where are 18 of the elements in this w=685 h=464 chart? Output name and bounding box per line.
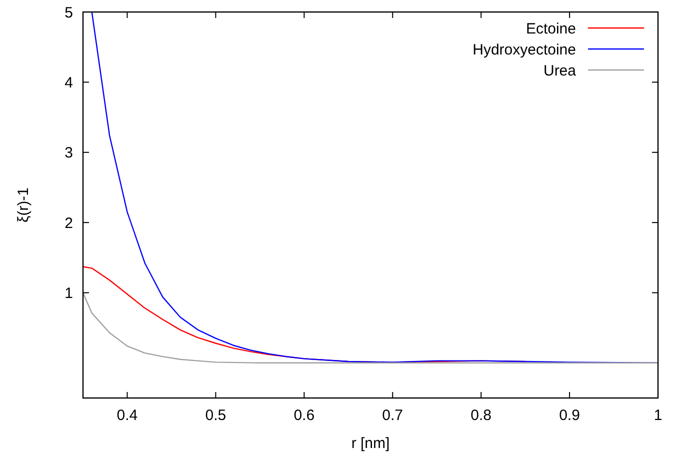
y-axis-title: ξ(r)-1 bbox=[15, 187, 32, 223]
y-tick-label: 5 bbox=[64, 4, 73, 22]
x-tick-label: 0.9 bbox=[559, 407, 580, 424]
y-tick-label: 2 bbox=[64, 214, 73, 232]
legend-label: Urea bbox=[543, 62, 577, 80]
x-tick-label: 0.6 bbox=[294, 407, 315, 424]
x-axis-title: r [nm] bbox=[351, 435, 390, 452]
y-tick-label: 3 bbox=[64, 144, 73, 162]
y-tick-label: 1 bbox=[64, 284, 73, 302]
line-series bbox=[82, 292, 659, 364]
x-tick-label: 0.8 bbox=[470, 407, 492, 424]
legend-label: Hydroxyectoine bbox=[472, 41, 576, 58]
legend-label: Ectoine bbox=[526, 20, 576, 38]
x-tick-label: 0.5 bbox=[205, 407, 226, 424]
x-tick-label: 0.4 bbox=[116, 407, 138, 424]
x-tick-label: 1 bbox=[654, 407, 662, 424]
x-tick-label: 0.7 bbox=[382, 407, 404, 424]
y-tick-label: 4 bbox=[64, 74, 73, 92]
